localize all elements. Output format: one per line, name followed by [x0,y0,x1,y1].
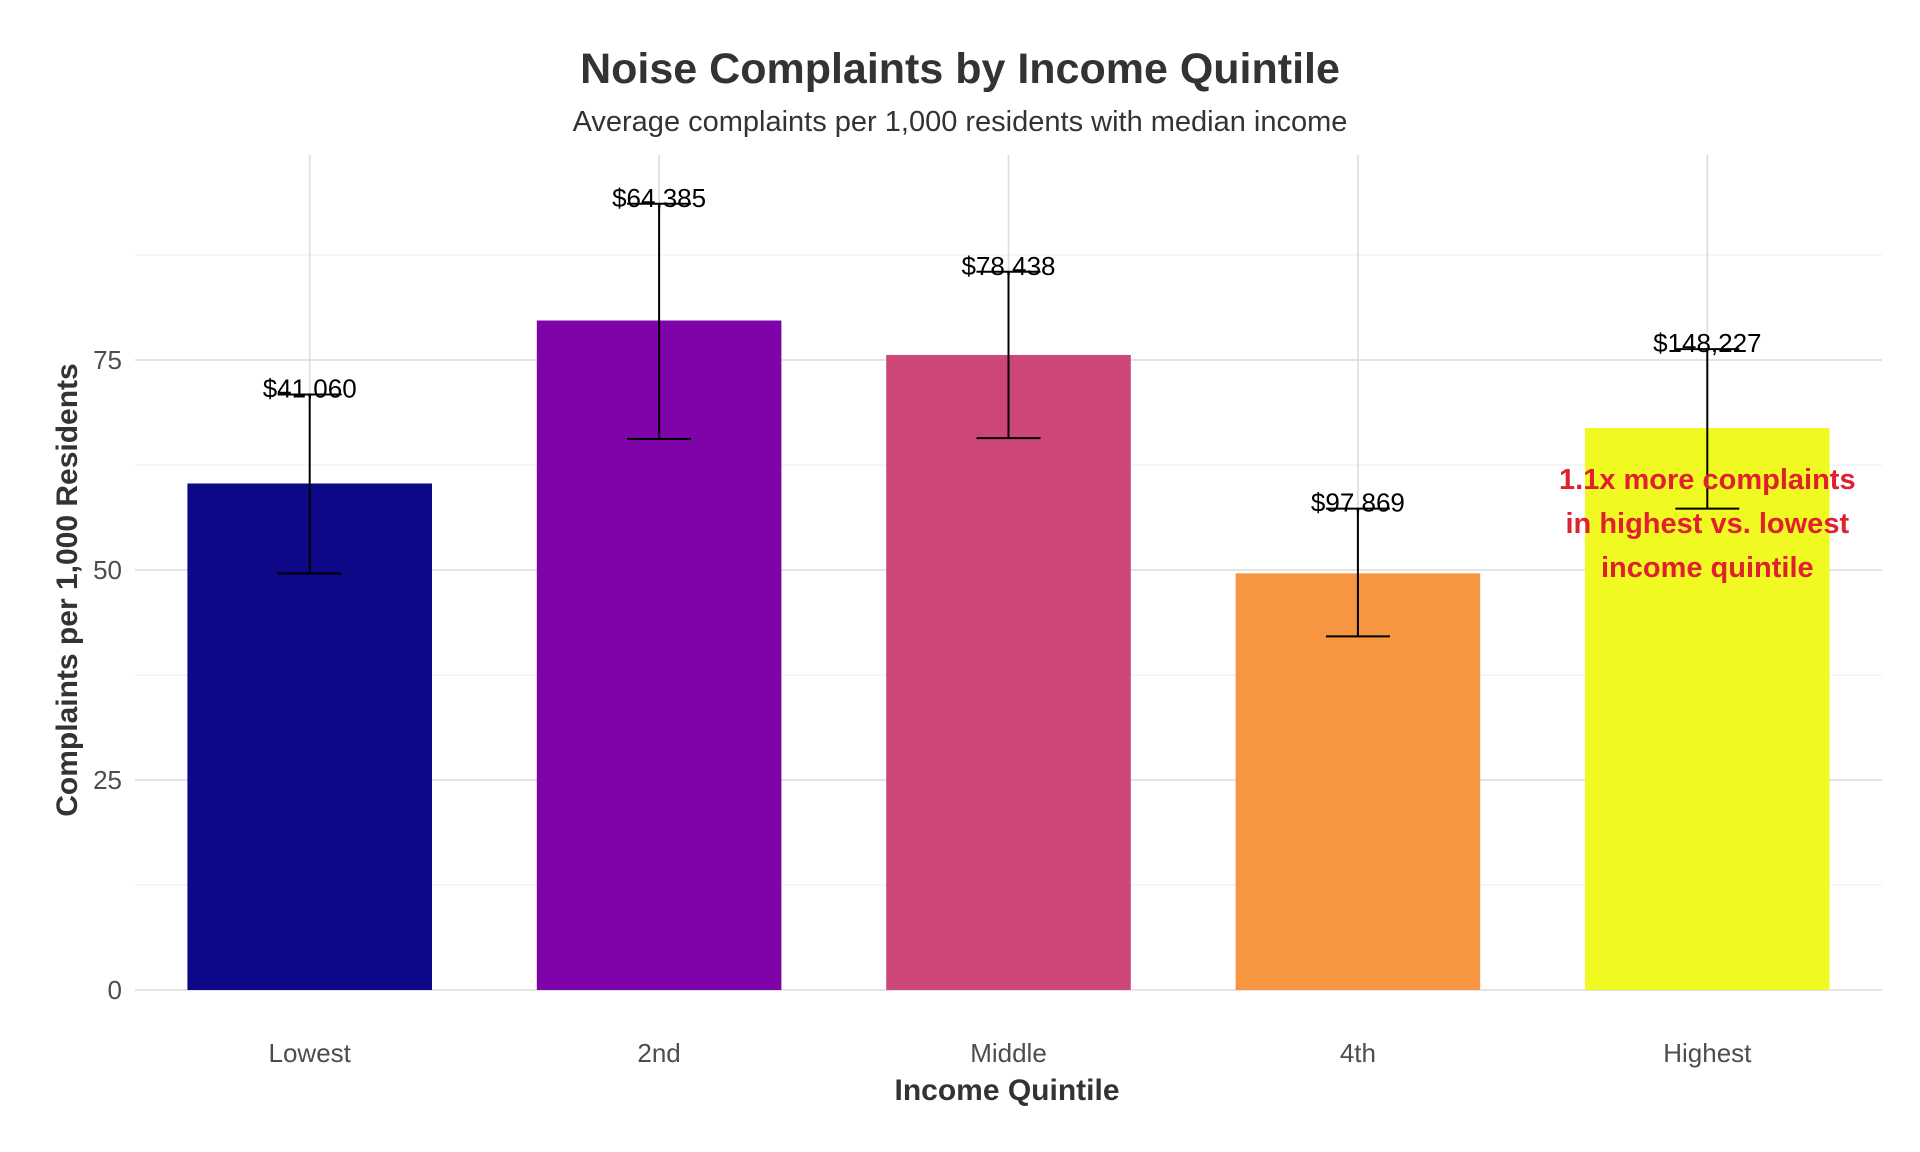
y-tick-label: 0 [108,975,122,1005]
median-income-label: $78,438 [962,251,1056,281]
y-axis-ticks: 0 25 50 75 [93,345,122,1005]
chart-subtitle: Average complaints per 1,000 residents w… [572,106,1348,138]
annotation-line: 1.1x more complaints [1559,464,1856,496]
annotation-line: income quintile [1601,552,1814,584]
x-axis-ticks: Lowest 2nd Middle 4th Highest [269,1038,1753,1068]
median-income-label: $41,060 [263,373,357,403]
x-tick-label: 2nd [637,1038,680,1068]
annotation-text: 1.1x more complaints in highest vs. lowes… [1559,464,1856,584]
error-bars [277,202,1740,638]
bar-middle [886,354,1131,991]
y-tick-label: 75 [93,345,122,375]
bar-highest [1585,428,1830,990]
bar-4th [1235,573,1481,990]
y-tick-label: 50 [93,555,122,585]
y-axis-title: Complaints per 1,000 Residents [51,363,84,817]
y-tick-label: 25 [93,765,122,795]
annotation-line: in highest vs. lowest [1565,508,1849,540]
chart-title: Noise Complaints by Income Quintile [580,45,1340,93]
median-income-label: $148,227 [1653,328,1761,358]
x-tick-label: Lowest [269,1038,352,1068]
median-income-label: $64,385 [612,183,706,213]
median-income-label: $97,869 [1311,488,1405,518]
x-tick-label: Highest [1663,1038,1752,1068]
x-axis-title: Income Quintile [894,1074,1119,1107]
income-labels: $41,060 $64,385 $78,438 $97,869 $148,227 [263,183,1762,518]
x-tick-label: Middle [970,1038,1047,1068]
x-tick-label: 4th [1340,1038,1376,1068]
